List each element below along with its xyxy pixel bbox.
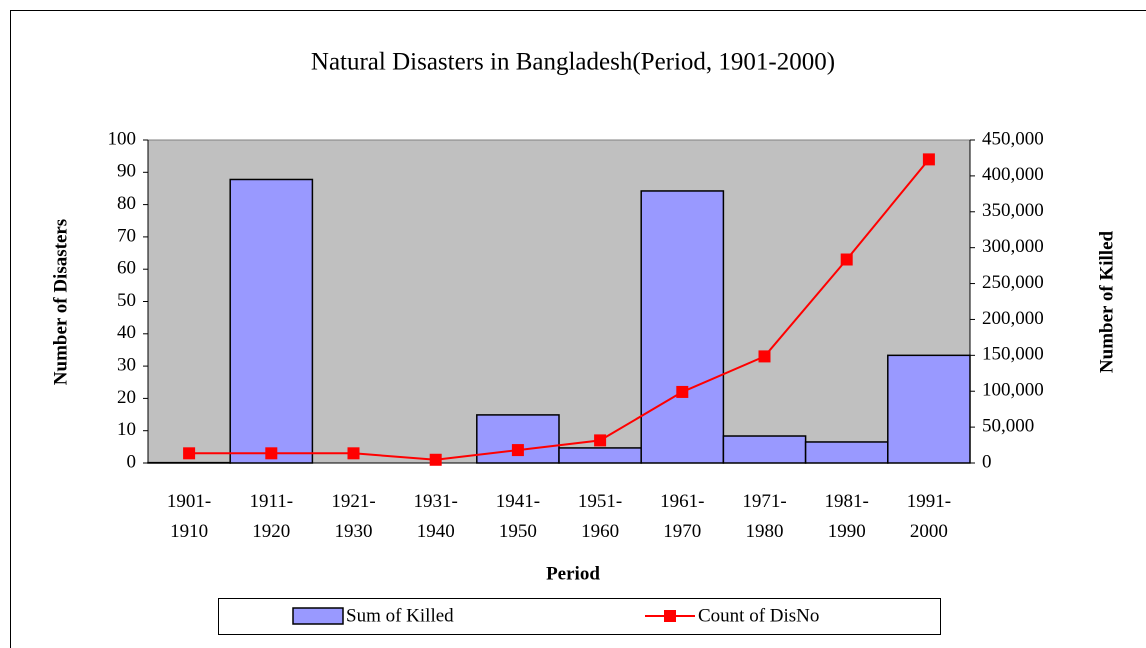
marker xyxy=(922,153,935,166)
y2-tick-label: 200,000 xyxy=(982,308,1044,329)
bar xyxy=(229,178,314,464)
legend-label: Sum of Killed xyxy=(346,605,454,626)
x-tick-label: 1971-1980 xyxy=(742,491,786,542)
y2-tick-label: 450,000 xyxy=(982,128,1044,149)
y-tick-label: 90 xyxy=(117,161,136,182)
y2-tick-label: 150,000 xyxy=(982,344,1044,365)
bar xyxy=(887,354,971,464)
chart-title: Natural Disasters in Bangladesh(Period, … xyxy=(311,49,835,76)
y2-tick-label: 350,000 xyxy=(982,200,1044,221)
legend-label: Count of DisNo xyxy=(698,605,819,626)
bar xyxy=(804,441,889,464)
marker xyxy=(758,350,771,363)
marker xyxy=(840,253,853,266)
marker xyxy=(676,385,689,398)
x-tick-label: 1921-1930 xyxy=(331,491,375,542)
x-tick-label: 1901-1910 xyxy=(167,491,211,542)
y-tick-label: 10 xyxy=(117,419,136,440)
y2-tick-label: 100,000 xyxy=(982,380,1044,401)
x-tick-label: 1931-1940 xyxy=(414,491,458,542)
y-tick-label: 50 xyxy=(117,290,136,311)
x-tick-label: 1961-1970 xyxy=(660,491,704,542)
x-tick-label: 1951-1960 xyxy=(578,491,622,542)
y-tick-label: 60 xyxy=(117,258,136,279)
x-tick-label: 1981-1990 xyxy=(825,491,869,542)
y2-tick-label: 300,000 xyxy=(982,236,1044,257)
marker xyxy=(183,447,196,460)
y-tick-label: 80 xyxy=(117,193,136,214)
y-tick-label: 0 xyxy=(127,451,137,472)
y2-tick-label: 250,000 xyxy=(982,272,1044,293)
marker xyxy=(594,434,607,447)
marker xyxy=(265,447,278,460)
x-tick-label: 1991-2000 xyxy=(907,491,951,542)
marker xyxy=(511,444,524,457)
bar xyxy=(722,435,807,464)
y-axis-label: Number of Disasters xyxy=(50,219,71,385)
x-axis-label: Period xyxy=(546,563,600,584)
y2-axis-label: Number of Killed xyxy=(1096,230,1117,373)
bar xyxy=(558,447,642,464)
legend-swatch xyxy=(292,607,344,625)
y-tick-label: 20 xyxy=(117,387,136,408)
y2-tick-label: 0 xyxy=(982,451,992,472)
y2-tick-label: 50,000 xyxy=(982,415,1034,436)
x-tick-label: 1941-1950 xyxy=(496,491,540,542)
marker xyxy=(429,453,442,466)
x-tick-label: 1911-1920 xyxy=(249,491,293,542)
line xyxy=(189,158,930,461)
legend-marker xyxy=(664,610,676,622)
bar xyxy=(640,190,725,464)
y-tick-label: 30 xyxy=(117,354,136,375)
y-tick-label: 40 xyxy=(117,322,136,343)
y-tick-label: 100 xyxy=(108,128,137,149)
y-tick-label: 70 xyxy=(117,225,136,246)
y2-tick-label: 400,000 xyxy=(982,164,1044,185)
marker xyxy=(347,447,360,460)
